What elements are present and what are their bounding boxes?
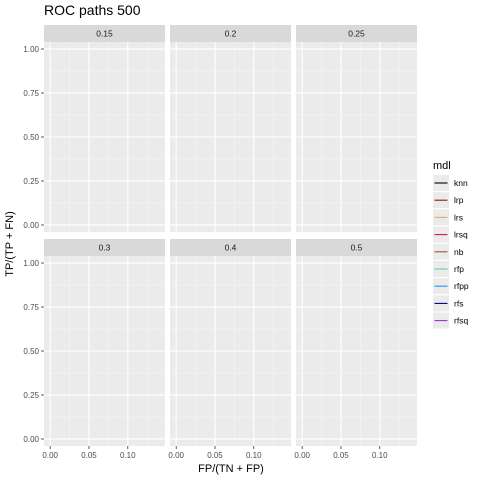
legend-label: rfp	[454, 264, 464, 274]
x-tick-label: 0.00	[294, 451, 310, 460]
legend-item: rfs	[433, 295, 463, 312]
facet-panel: 0.15 0.00 0.25 0.50 0.75 1.00	[23, 25, 165, 232]
facet-strip-label: 0.15	[96, 29, 113, 39]
legend: mdl knn lrp lrs lrsq nb rfp rfpp rfs rfsq	[433, 160, 469, 329]
legend-label: nb	[454, 247, 464, 257]
facet-strip	[296, 239, 417, 256]
x-tick-label: 0.05	[333, 451, 349, 460]
facet-strip	[44, 239, 165, 256]
facet-panel: 0.25	[296, 25, 417, 232]
facet-strip	[170, 25, 291, 42]
y-tick-label: 0.75	[23, 303, 39, 312]
facet-strip-label: 0.2	[225, 29, 237, 39]
legend-label: rfpp	[454, 281, 469, 291]
y-axis-title: TP/(TP + FN)	[4, 211, 16, 277]
legend-label: rfs	[454, 298, 463, 308]
legend-title: mdl	[433, 160, 451, 172]
x-tick-label: 0.00	[42, 451, 58, 460]
chart-title: ROC paths 500	[44, 2, 141, 18]
x-tick-label: 0.00	[168, 451, 184, 460]
facet-strip-label: 0.5	[351, 243, 363, 253]
facet-strip	[170, 239, 291, 256]
legend-label: lrsq	[454, 230, 468, 240]
facet-panels: 0.150.000.250.500.751.000.2 0.250.30.000.…	[23, 25, 417, 460]
facet-strip	[296, 25, 417, 42]
y-tick-label: 0.00	[23, 435, 39, 444]
legend-label: lrs	[454, 212, 463, 222]
y-tick-label: 0.50	[23, 347, 39, 356]
y-tick-label: 0.75	[23, 89, 39, 98]
legend-item: nb	[433, 243, 464, 260]
legend-item: knn	[433, 175, 468, 191]
facet-panel: 0.3 0.00 0.25 0.50 0.75 1.00 0.00 0.05 0.10	[23, 239, 165, 460]
y-tick-label: 0.50	[23, 133, 39, 142]
y-tick-label: 0.25	[23, 177, 39, 186]
legend-label: lrp	[454, 195, 464, 205]
facet-panel: 0.4 0.00 0.05 0.10	[168, 239, 291, 460]
facet-strip-label: 0.3	[99, 243, 111, 253]
facet-panel: 0.5 0.00 0.05 0.10	[294, 239, 417, 460]
legend-item: lrsq	[433, 226, 468, 243]
legend-item: rfsq	[433, 312, 468, 329]
y-tick-label: 1.00	[23, 45, 39, 54]
legend-label: rfsq	[454, 316, 468, 326]
legend-item: rfpp	[433, 278, 469, 295]
facet-strip-label: 0.4	[225, 243, 237, 253]
facet-panel: 0.2	[170, 25, 291, 232]
legend-item: lrp	[433, 192, 464, 209]
x-tick-label: 0.10	[372, 451, 388, 460]
legend-item: lrs	[433, 209, 463, 226]
facet-strip-label: 0.25	[348, 29, 365, 39]
y-tick-label: 1.00	[23, 259, 39, 268]
y-tick-label: 0.00	[23, 221, 39, 230]
x-tick-label: 0.05	[207, 451, 223, 460]
legend-label: knn	[454, 178, 468, 188]
x-tick-label: 0.10	[120, 451, 136, 460]
x-tick-label: 0.05	[81, 451, 97, 460]
x-tick-label: 0.10	[246, 451, 262, 460]
y-tick-label: 0.25	[23, 391, 39, 400]
x-axis-title: FP/(TN + FP)	[198, 463, 264, 475]
legend-item: rfp	[433, 261, 464, 277]
facet-strip	[44, 25, 165, 42]
